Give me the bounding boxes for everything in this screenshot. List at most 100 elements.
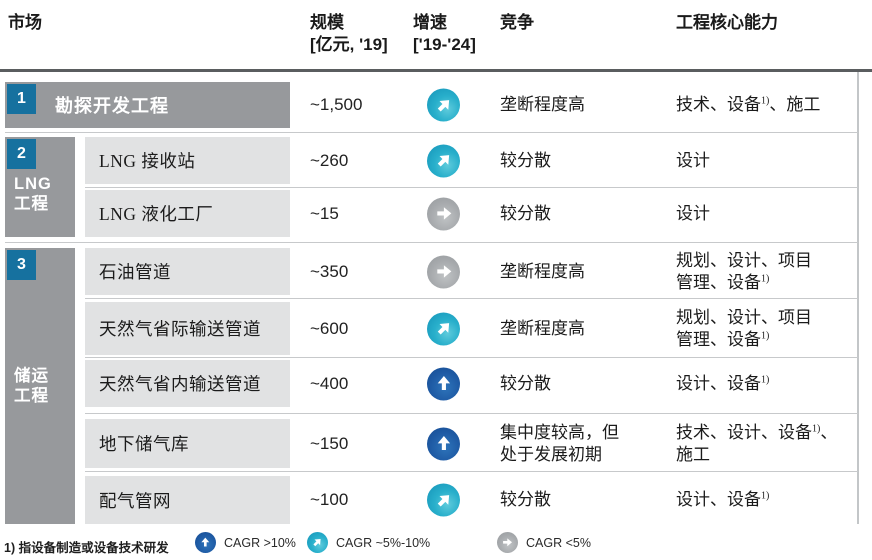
row-band: LNG 接收站 [85, 137, 290, 184]
legend-item-cagr-high: CAGR >10% [195, 531, 296, 554]
growth-arrow-icon [427, 197, 460, 230]
row-label: 配气管网 [99, 490, 171, 511]
row-label: LNG 液化工厂 [99, 204, 214, 224]
row-label: 石油管道 [99, 262, 171, 282]
legend-label: CAGR <5% [526, 535, 591, 550]
row-label: 勘探开发工程 [55, 96, 169, 116]
capability-text: 规划、设计、项目 管理、设备1) [676, 307, 812, 349]
table-row: LNG 液化工厂 ~15 较分散 设计 [0, 190, 872, 237]
scale-value: ~600 [310, 318, 349, 338]
capability-text: 设计 [676, 203, 710, 223]
col-header-market: 市场 [8, 13, 42, 32]
row-divider [85, 187, 858, 188]
capability-cell: 设计、设备1) [676, 476, 858, 524]
capability-text: 设计 [676, 150, 710, 170]
capability-cell: 设计、设备1) [676, 360, 858, 407]
section-badge-1: 1 [7, 84, 36, 114]
row-band: 配气管网 [85, 476, 290, 524]
cagr-flat-arrow-icon [497, 532, 518, 553]
capability-cell: 技术、设计、设备1)、 施工 [676, 419, 858, 468]
growth-arrow-icon [427, 144, 460, 177]
competition-cell: 较分散 [500, 360, 668, 407]
cagr-diagonal-arrow-icon [307, 532, 328, 553]
capability-cell: 规划、设计、项目 管理、设备1) [676, 302, 858, 355]
capability-text: 设计、设备1) [676, 490, 770, 509]
legend-label: CAGR ~5%-10% [336, 535, 431, 550]
capability-text: 设计、设备1) [676, 373, 770, 393]
competition-cell: 较分散 [500, 476, 668, 524]
growth-arrow-icon [427, 427, 460, 460]
col-header-growth-line2: ['19-'24] [413, 35, 476, 54]
row-label: 地下储气库 [99, 434, 189, 454]
row-band: 石油管道 [85, 248, 290, 295]
competition-cell: 垄断程度高 [500, 82, 668, 128]
table-row: 天然气省际输送管道 ~600 垄断程度高 规划、设计、项目 管理、设备1) [0, 302, 872, 355]
competition-text: 垄断程度高 [500, 261, 585, 281]
row-label: 天然气省际输送管道 [99, 319, 261, 339]
row-divider [85, 471, 858, 472]
competition-cell: 较分散 [500, 190, 668, 237]
section-label-lng: LNG 工程 [14, 175, 52, 213]
competition-cell: 集中度较高，但 处于发展初期 [500, 419, 668, 468]
capability-cell: 设计 [676, 137, 858, 184]
row-band: 地下储气库 [85, 419, 290, 468]
capability-cell: 设计 [676, 190, 858, 237]
competition-text: 较分散 [500, 373, 551, 393]
scale-value: ~260 [310, 150, 349, 170]
competition-cell: 垄断程度高 [500, 248, 668, 295]
table-row: 石油管道 ~350 垄断程度高 规划、设计、项目 管理、设备1) [0, 248, 872, 295]
row-band: 天然气省际输送管道 [85, 302, 290, 355]
section-label-storage: 储运 工程 [14, 367, 49, 405]
row-band: 天然气省内输送管道 [85, 360, 290, 407]
col-header-capability: 工程核心能力 [676, 13, 778, 32]
legend-item-cagr-low: CAGR <5% [497, 531, 591, 554]
col-header-scale-line1: 规模 [310, 13, 344, 32]
scale-value: ~1,500 [310, 95, 363, 114]
competition-text: 垄断程度高 [500, 318, 585, 338]
col-header-growth-line1: 增速 [413, 13, 447, 32]
row-band-highlight: 1 勘探开发工程 [5, 82, 290, 128]
table-row: 地下储气库 ~150 集中度较高，但 处于发展初期 技术、设计、设备1)、 施工 [0, 419, 872, 468]
col-header-scale: 规模 [亿元, '19] [310, 12, 388, 56]
capability-text: 技术、设计、设备1)、 施工 [676, 422, 838, 464]
row-divider [85, 413, 858, 414]
legend-item-cagr-mid: CAGR ~5%-10% [307, 531, 430, 554]
cagr-up-arrow-icon [195, 532, 216, 553]
row-divider [5, 242, 858, 243]
competition-text: 集中度较高，但 处于发展初期 [500, 422, 619, 464]
table-row: 1 勘探开发工程 ~1,500 垄断程度高 技术、设备1)、施工 [0, 82, 872, 128]
header-divider [0, 69, 872, 72]
row-divider [5, 132, 858, 133]
table-row: LNG 接收站 ~260 较分散 设计 [0, 137, 872, 184]
scale-value: ~100 [310, 490, 349, 509]
row-band: LNG 液化工厂 [85, 190, 290, 237]
growth-arrow-icon [427, 367, 460, 400]
table-row: 配气管网 ~100 较分散 设计、设备1) [0, 476, 872, 524]
row-label: LNG 接收站 [99, 151, 196, 171]
scale-value: ~400 [310, 373, 349, 393]
col-header-scale-line2: [亿元, '19] [310, 35, 388, 54]
section-badge-2: 2 [7, 139, 36, 169]
competition-text: 较分散 [500, 490, 551, 509]
col-header-competition: 竞争 [500, 13, 534, 32]
competition-text: 较分散 [500, 150, 551, 170]
footnote: 1) 指设备制造或设备技术研发 [4, 541, 169, 555]
legend-label: CAGR >10% [224, 535, 296, 550]
table-right-border [857, 72, 859, 524]
scale-value: ~350 [310, 261, 349, 281]
growth-arrow-icon [427, 255, 460, 288]
capability-cell: 技术、设备1)、施工 [676, 82, 858, 128]
scale-value: ~15 [310, 203, 339, 223]
table-row: 天然气省内输送管道 ~400 较分散 设计、设备1) [0, 360, 872, 407]
scale-value: ~150 [310, 433, 349, 453]
row-divider [85, 357, 858, 358]
capability-text: 技术、设备1)、施工 [676, 95, 821, 114]
competition-cell: 垄断程度高 [500, 302, 668, 355]
growth-arrow-icon [427, 483, 460, 517]
capability-text: 规划、设计、项目 管理、设备1) [676, 250, 812, 292]
competition-text: 较分散 [500, 203, 551, 223]
section-block-storage: 3 储运 工程 [5, 248, 75, 524]
competition-text: 垄断程度高 [500, 95, 585, 114]
row-divider [85, 298, 858, 299]
